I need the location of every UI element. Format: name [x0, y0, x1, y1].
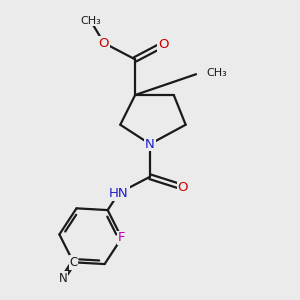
- Text: CH₃: CH₃: [206, 68, 227, 78]
- Text: O: O: [158, 38, 169, 51]
- Text: O: O: [99, 37, 109, 50]
- Text: N: N: [145, 138, 155, 151]
- Text: O: O: [177, 181, 188, 194]
- Text: F: F: [118, 232, 125, 244]
- Text: CH₃: CH₃: [80, 16, 101, 26]
- Text: C: C: [69, 256, 78, 269]
- Text: HN: HN: [109, 187, 129, 200]
- Text: N: N: [58, 272, 67, 285]
